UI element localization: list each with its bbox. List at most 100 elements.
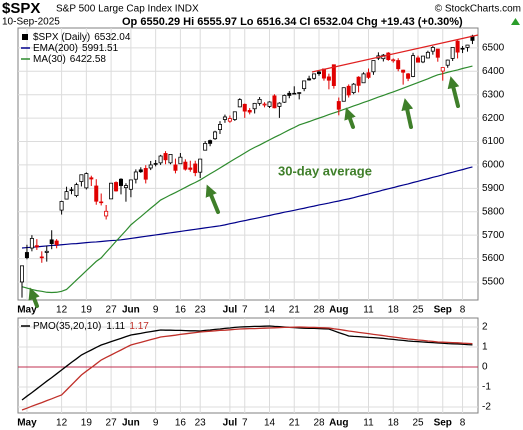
x-tick-label: May: [17, 418, 37, 429]
copyright: © StockCharts.com: [435, 4, 521, 15]
y-tick-label: 6000: [482, 160, 505, 171]
candle-body: [79, 174, 84, 182]
x-tick-label: 25: [412, 305, 424, 316]
candle-body: [109, 182, 114, 200]
quote-value: 6555.97: [197, 16, 237, 28]
x-tick-label: 12: [56, 418, 68, 429]
x-tick-label: May: [17, 305, 37, 316]
y-tick-label: 5700: [482, 230, 505, 241]
x-tick-label: 27: [106, 305, 118, 316]
candle-body: [292, 92, 297, 95]
candle-body: [168, 154, 173, 164]
candle-body: [148, 164, 153, 169]
x-tick-label: 28: [313, 418, 325, 429]
candle-body: [203, 143, 208, 151]
candle-body: [158, 155, 163, 164]
candle-body: [188, 167, 193, 170]
candle-body: [415, 57, 420, 63]
candle-body: [208, 140, 213, 144]
x-tick-label: 16: [175, 305, 187, 316]
legend-name: PMO(35,20,10): [33, 321, 101, 332]
legend-value: 6532.04: [94, 32, 131, 43]
y-tick-label: 6400: [482, 66, 505, 77]
candle-body: [435, 48, 440, 58]
candle-body: [406, 73, 411, 79]
legend-value: 5991.51: [82, 43, 119, 54]
legend-entry: PMO(35,20,10) 1.11 1.17: [33, 321, 149, 332]
x-tick-label: 9: [153, 418, 159, 429]
candle-body: [455, 40, 460, 53]
quote-value: 6550.29: [140, 16, 180, 28]
y-tick-label: -1: [482, 382, 491, 393]
candle-body: [366, 72, 371, 78]
legend-entry: $SPX (Daily) 6532.04: [33, 32, 131, 43]
candle-body: [183, 161, 188, 170]
x-tick-label: Aug: [329, 305, 348, 316]
x-tick-label: 23: [195, 418, 207, 429]
y-tick-label: 6100: [482, 136, 505, 147]
y-tick-label: 5600: [482, 253, 505, 264]
candle-body: [49, 239, 54, 244]
candle-body: [39, 256, 44, 259]
x-tick-label: 25: [412, 418, 424, 429]
annotation: 30-day average: [278, 163, 372, 178]
candle-body: [356, 76, 361, 86]
plot-layer: 5500 5600 5700 5800 5900 6000 6100 6200 6300 6400…: [17, 28, 505, 429]
legend-entry: MA(30) 6422.58: [33, 54, 106, 65]
quote-value: 6516.34: [257, 16, 298, 28]
candle-body: [386, 52, 391, 61]
quote-value: 6532.04: [313, 16, 354, 28]
x-tick-label: 11: [363, 418, 374, 429]
candle-body: [69, 189, 74, 191]
quote-label: Cl: [299, 16, 310, 28]
candle-body: [336, 101, 341, 110]
candle-body: [128, 179, 133, 190]
quote-label: Op: [122, 16, 138, 28]
up-triangle: [511, 18, 520, 25]
y-tick-label: 6500: [482, 43, 505, 54]
candle-body: [277, 102, 282, 107]
candle-body: [272, 95, 277, 109]
price-panel: [17, 27, 479, 301]
candle-body: [445, 59, 450, 66]
legend-name: $SPX (Daily): [33, 32, 90, 43]
candle-body: [396, 60, 401, 70]
candle-body: [450, 47, 455, 59]
candle-body: [119, 178, 124, 186]
candle-body: [242, 103, 247, 112]
x-tick-label: Jun: [122, 305, 140, 316]
candle-body: [257, 98, 262, 104]
candle-body: [198, 158, 203, 173]
quote-line: Op 6550.29 Hi 6555.97 Lo 6516.34 Cl 6532…: [122, 16, 463, 28]
candle-body: [361, 73, 366, 84]
candle-body: [84, 173, 89, 189]
candle-body: [44, 250, 49, 253]
quote-label: Hi: [183, 16, 194, 28]
x-tick-label: Sep: [434, 305, 452, 316]
x-tick-label: 16: [175, 418, 187, 429]
legend-name: EMA(200): [33, 43, 78, 54]
y-tick-label: 6300: [482, 89, 505, 100]
candle-body: [193, 163, 198, 174]
x-tick-label: 18: [388, 305, 400, 316]
candle-body: [227, 118, 232, 122]
security-name: S&P 500 Large Cap Index INDX: [56, 4, 199, 15]
candle-body: [430, 47, 435, 52]
date: 10-Sep-2025: [2, 17, 60, 28]
candle-body: [420, 55, 425, 63]
candle-body: [123, 185, 128, 189]
candle-body: [59, 201, 64, 211]
candle-body: [237, 99, 242, 108]
indicator-line: [21, 326, 473, 411]
candle-body: [351, 83, 356, 94]
x-tick-label: Jun: [122, 418, 140, 429]
candle-body: [346, 85, 351, 96]
candle-body: [287, 92, 292, 96]
moving-average-line: [21, 166, 473, 249]
candle-body: [252, 102, 257, 110]
change-label: Chg: [356, 16, 377, 28]
x-tick-label: 19: [81, 418, 93, 429]
candle-body: [297, 92, 302, 94]
quote-label: Lo: [240, 16, 254, 28]
